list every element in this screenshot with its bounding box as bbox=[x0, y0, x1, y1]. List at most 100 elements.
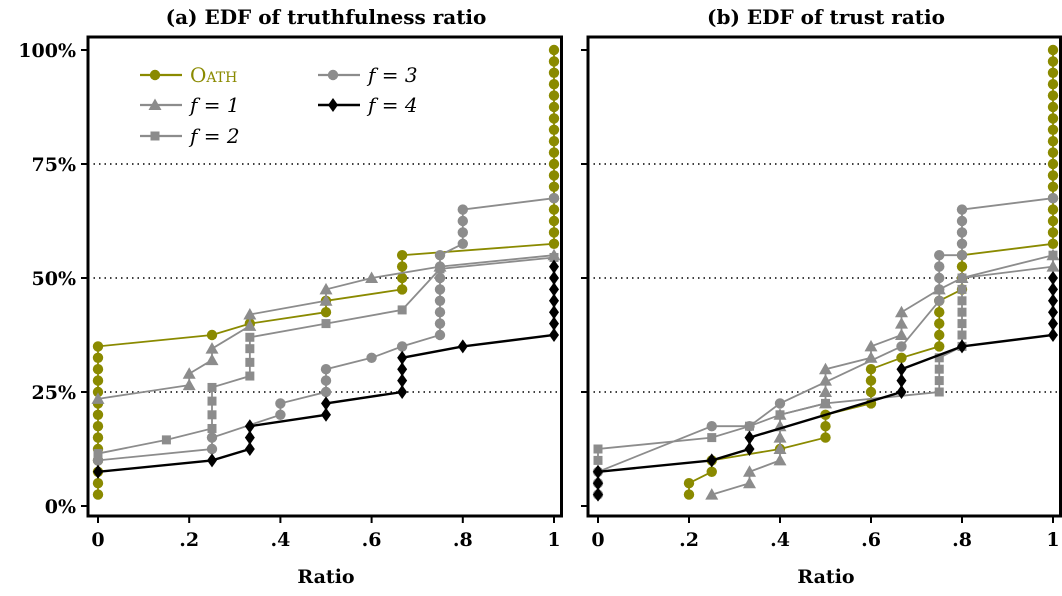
legend-label-oath: Oath bbox=[190, 63, 237, 87]
panel-b-point-f2 bbox=[1048, 250, 1058, 260]
panel-b-point-oath bbox=[706, 466, 717, 477]
panel-a-point-oath bbox=[548, 170, 560, 181]
panel-b-point-f3 bbox=[706, 421, 717, 432]
panel-b-point-oath bbox=[820, 421, 831, 432]
panel-a-series bbox=[91, 44, 561, 500]
legend-marker-f4 bbox=[328, 98, 338, 112]
panel-b-point-f3 bbox=[956, 204, 968, 215]
panel-b-point-f3 bbox=[934, 250, 945, 261]
panel-a-point-f1 bbox=[243, 307, 257, 320]
panel-a-point-f4 bbox=[457, 339, 468, 354]
panel-a-point-oath bbox=[548, 101, 560, 113]
panel-b-point-oath bbox=[1047, 44, 1059, 56]
panel-a-point-f2 bbox=[245, 344, 255, 354]
panel-a-point-f1 bbox=[365, 271, 379, 283]
panel-a-point-oath bbox=[92, 352, 104, 363]
panel-a-point-f3 bbox=[457, 238, 468, 249]
panel-b-point-f4 bbox=[896, 385, 907, 399]
panel-b-point-f3 bbox=[934, 295, 945, 306]
panel-a-point-f2 bbox=[207, 382, 217, 392]
legend-marker-f2 bbox=[150, 131, 160, 141]
panel-b-point-f4 bbox=[706, 453, 717, 468]
panel-a-point-f3 bbox=[320, 375, 332, 386]
panel-b-point-f3 bbox=[956, 238, 968, 249]
panel-b-point-f1 bbox=[773, 431, 787, 443]
legend-label-f2: f = 2 bbox=[188, 124, 240, 148]
panel-b-point-oath bbox=[1047, 170, 1059, 181]
panel-b-point-f2 bbox=[934, 353, 944, 363]
panel-b-point-f2 bbox=[934, 364, 944, 374]
panel-a-point-f3 bbox=[548, 193, 560, 204]
panel-a-point-oath bbox=[548, 44, 560, 56]
panel-a-point-f1 bbox=[319, 282, 333, 295]
panel-b-point-oath bbox=[683, 489, 695, 500]
panel-a-point-f3 bbox=[320, 386, 332, 398]
legend-label-f3: f = 3 bbox=[366, 63, 418, 87]
panel-a-point-oath bbox=[548, 79, 560, 90]
panel-b-point-oath bbox=[934, 329, 945, 341]
panel-b-point-f3 bbox=[934, 272, 945, 284]
panel-b-point-f2 bbox=[593, 455, 603, 465]
panel-a-point-oath bbox=[92, 341, 104, 352]
panel-a-point-oath bbox=[396, 272, 408, 284]
panel-b-point-f4 bbox=[896, 373, 907, 388]
panel-b-point-f3 bbox=[956, 227, 968, 238]
panel-b-point-f2 bbox=[957, 319, 967, 329]
panel-a-point-oath bbox=[548, 136, 560, 147]
panel-a-point-oath bbox=[320, 307, 332, 318]
panel-b-point-oath bbox=[865, 386, 877, 398]
panel-a-xtick-label: 1 bbox=[547, 529, 560, 551]
panel-b-point-f1 bbox=[864, 339, 878, 352]
panel-b-title: (b) EDF of trust ratio bbox=[707, 5, 945, 29]
panel-b-point-f1 bbox=[819, 362, 832, 375]
panel-a-point-oath bbox=[92, 478, 104, 489]
panel-a-xtick-label: .2 bbox=[179, 529, 199, 551]
panel-b-point-oath bbox=[1047, 147, 1059, 158]
panel-b-point-f2 bbox=[775, 410, 785, 420]
panel-b-point-oath bbox=[1047, 124, 1059, 135]
panel-b-point-oath bbox=[1047, 158, 1059, 170]
panel-a-point-oath bbox=[92, 432, 104, 443]
panel-b-point-oath bbox=[1047, 204, 1059, 215]
panel-b-point-f2 bbox=[957, 330, 967, 340]
panel-a-ytick-label: 50% bbox=[32, 268, 77, 290]
panel-a-point-oath bbox=[92, 375, 104, 386]
panel-b-point-oath bbox=[1047, 215, 1059, 227]
panel-a-point-f4 bbox=[207, 453, 217, 468]
panel-a-point-oath bbox=[548, 124, 560, 135]
panel-b-point-oath bbox=[1047, 227, 1059, 238]
panel-a-point-f1 bbox=[182, 367, 196, 379]
panel-a-point-f3 bbox=[434, 307, 446, 318]
panel-b-point-oath bbox=[1047, 90, 1059, 101]
panel-a-point-f3 bbox=[275, 398, 286, 409]
legend-marker-f1 bbox=[148, 98, 162, 110]
panel-a-ytick-label: 25% bbox=[32, 382, 77, 404]
panel-b-point-f1 bbox=[743, 465, 757, 477]
panel-a-point-f4 bbox=[321, 396, 331, 411]
panel-a-point-f3 bbox=[434, 250, 446, 261]
panel-b-point-oath bbox=[1047, 136, 1059, 147]
panel-b-point-oath bbox=[934, 318, 945, 329]
panel-b-point-f4 bbox=[593, 487, 603, 502]
panel-a-point-f4 bbox=[549, 271, 559, 285]
panel-a-point-f1 bbox=[91, 392, 105, 404]
panel-a-point-f3 bbox=[434, 318, 446, 329]
panel-a-xtick-label: .8 bbox=[453, 529, 473, 551]
panel-b-point-oath bbox=[896, 352, 907, 363]
panel-b-point-oath bbox=[865, 375, 877, 386]
panel-a-point-oath bbox=[548, 90, 560, 101]
panel-a-point-f4 bbox=[549, 316, 559, 331]
legend-label-f1: f = 1 bbox=[188, 93, 240, 117]
panel-a-point-f4 bbox=[397, 373, 408, 388]
panel-a-frame bbox=[86, 35, 563, 518]
panel-a-point-f2 bbox=[207, 423, 217, 433]
panel-a-point-oath bbox=[548, 67, 560, 79]
panel-b-point-f2 bbox=[821, 398, 830, 408]
panel-a-point-f3 bbox=[320, 364, 332, 375]
panel-b-point-f4 bbox=[1048, 271, 1058, 285]
panel-a-point-f4 bbox=[397, 362, 408, 377]
panel-a-point-f3 bbox=[396, 341, 408, 352]
panel-a-point-f4 bbox=[549, 305, 559, 320]
panel-b-point-f3 bbox=[896, 341, 907, 352]
panel-b-point-f4 bbox=[744, 430, 755, 445]
